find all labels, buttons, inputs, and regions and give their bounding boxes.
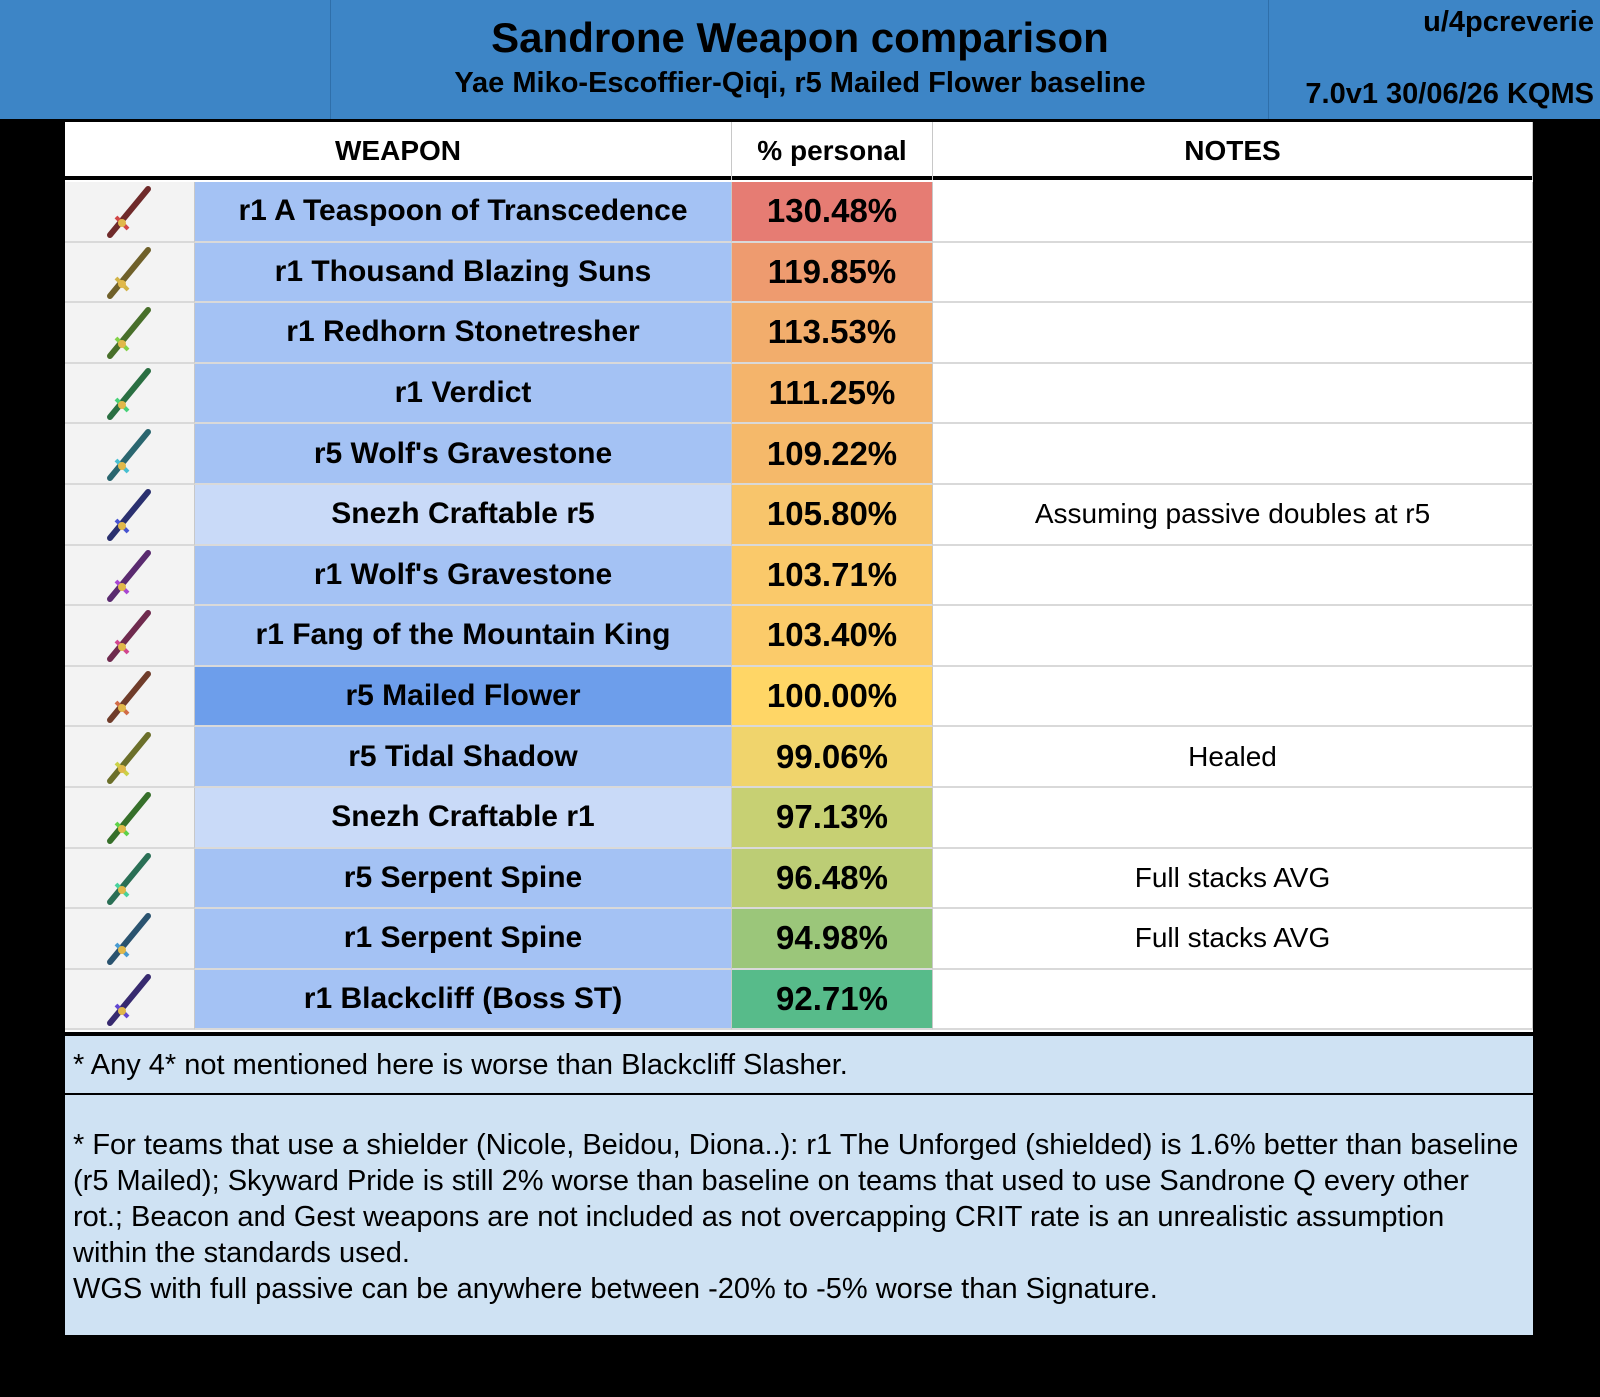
weapon-icon	[65, 424, 195, 485]
weapon-icon	[65, 788, 195, 849]
personal-percent: 96.48%	[732, 848, 933, 910]
title: Sandrone Weapon comparison	[491, 14, 1109, 61]
weapon-icon	[65, 182, 195, 243]
weapon-name: Snezh Craftable r5	[195, 485, 732, 546]
weapon-name: r1 Redhorn Stonetresher	[195, 303, 732, 364]
notes: Full stacks AVG	[933, 909, 1533, 970]
sword-icon	[106, 368, 151, 421]
weapon-icon	[65, 727, 195, 788]
weapon-name: r5 Tidal Shadow	[195, 727, 732, 788]
notes	[933, 182, 1533, 243]
weapon-name: r1 Serpent Spine	[195, 909, 732, 970]
weapon-name: r1 Blackcliff (Boss ST)	[195, 969, 732, 1031]
weapon-icon	[65, 606, 195, 667]
sword-icon	[106, 489, 151, 542]
sword-icon	[106, 428, 151, 481]
weapon-icon	[65, 909, 195, 970]
notes	[933, 424, 1533, 485]
sword-icon	[106, 610, 151, 663]
notes	[933, 606, 1533, 667]
personal-percent: 97.13%	[732, 788, 933, 849]
sword-icon	[106, 549, 151, 602]
weapon-icon	[65, 485, 195, 546]
notes: Full stacks AVG	[933, 848, 1533, 910]
weapon-name: r1 Thousand Blazing Suns	[195, 242, 732, 304]
column-header: NOTES	[933, 122, 1533, 180]
notes: Assuming passive doubles at r5	[933, 485, 1533, 546]
notes: Healed	[933, 727, 1533, 788]
footnote: * For teams that use a shielder (Nicole,…	[73, 1129, 1519, 1269]
personal-percent: 94.98%	[732, 909, 933, 970]
header-row	[65, 122, 1533, 180]
sword-icon	[106, 792, 151, 845]
sword-icon	[106, 731, 151, 784]
notes	[933, 969, 1533, 1031]
personal-percent: 100.00%	[732, 666, 933, 728]
notes	[933, 666, 1533, 728]
personal-percent: 130.48%	[732, 182, 933, 243]
personal-percent: 99.06%	[732, 727, 933, 788]
sword-icon	[106, 852, 151, 905]
notes	[933, 303, 1533, 364]
personal-percent: 109.22%	[732, 424, 933, 485]
weapon-name: Snezh Craftable r1	[195, 788, 732, 849]
weapon-icon	[65, 363, 195, 425]
weapon-icon	[65, 303, 195, 364]
sword-icon	[106, 974, 151, 1027]
footnote: * Any 4* not mentioned here is worse tha…	[65, 1036, 1533, 1093]
personal-percent: 103.40%	[732, 606, 933, 667]
notes	[933, 363, 1533, 425]
column-header: WEAPON	[65, 122, 732, 180]
weapon-name: r1 Wolf's Gravestone	[195, 545, 732, 607]
author: u/4pcreverie	[1423, 6, 1594, 38]
weapon-icon	[65, 666, 195, 728]
personal-percent: 103.71%	[732, 545, 933, 607]
subtitle: Yae Miko-Escoffier-Qiqi, r5 Mailed Flowe…	[454, 67, 1146, 99]
personal-percent: 111.25%	[732, 363, 933, 425]
weapon-icon	[65, 969, 195, 1031]
weapon-name: r5 Wolf's Gravestone	[195, 424, 732, 485]
weapon-name: r1 Verdict	[195, 363, 732, 425]
personal-percent: 119.85%	[732, 242, 933, 304]
column-header: % personal	[732, 122, 933, 180]
personal-percent: 105.80%	[732, 485, 933, 546]
personal-percent: 113.53%	[732, 303, 933, 364]
footnote-block: * For teams that use a shielder (Nicole,…	[65, 1095, 1533, 1335]
notes	[933, 545, 1533, 607]
footnote: WGS with full passive can be anywhere be…	[73, 1273, 1158, 1305]
table: WEAPON% personal NOTES r1 A Teaspoon of Tr…	[65, 122, 1533, 1032]
header-center: Sandrone Weapon comparison Yae Miko-Esco…	[331, 0, 1269, 119]
weapon-name: r1 A Teaspoon of Transcedence	[195, 182, 732, 243]
personal-percent: 92.71%	[732, 969, 933, 1031]
header: Sandrone Weapon comparison Yae Miko-Esco…	[0, 0, 1600, 119]
version: 7.0v1 30/06/26 KQMS	[1305, 78, 1594, 110]
sword-icon	[106, 186, 151, 239]
notes	[933, 788, 1533, 849]
sword-icon	[106, 307, 151, 360]
weapon-icon	[65, 545, 195, 607]
sword-icon	[106, 913, 151, 966]
weapon-name: r5 Mailed Flower	[195, 666, 732, 728]
weapon-icon	[65, 848, 195, 910]
weapon-name: r5 Serpent Spine	[195, 848, 732, 910]
notes	[933, 242, 1533, 304]
sword-icon	[106, 246, 151, 299]
weapon-icon	[65, 242, 195, 304]
sword-icon	[106, 671, 151, 724]
header-blank	[0, 0, 331, 119]
weapon-name: r1 Fang of the Mountain King	[195, 606, 732, 667]
